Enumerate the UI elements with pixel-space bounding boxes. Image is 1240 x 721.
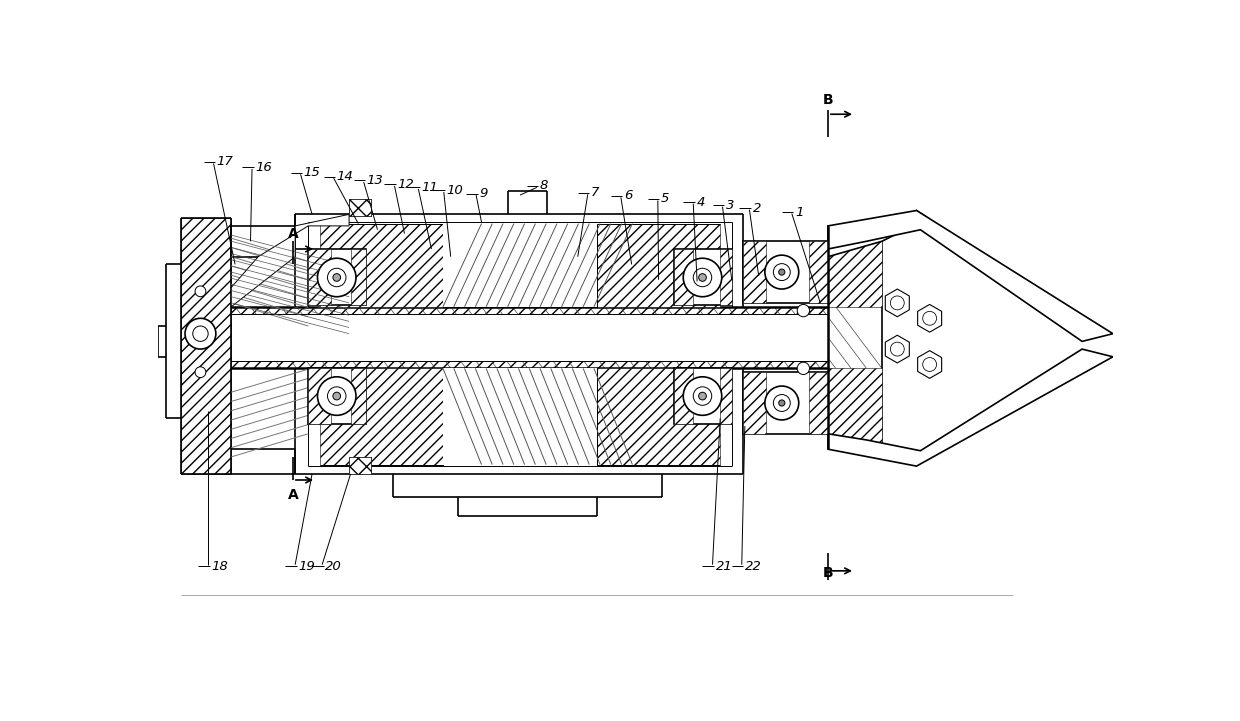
Circle shape: [779, 400, 785, 406]
Text: 3: 3: [725, 198, 734, 211]
Bar: [808, 242, 828, 303]
Bar: [231, 306, 828, 368]
Circle shape: [797, 304, 810, 317]
Bar: [828, 226, 882, 306]
Bar: [828, 368, 882, 449]
Bar: [743, 372, 828, 434]
Circle shape: [698, 274, 707, 281]
Circle shape: [332, 274, 341, 281]
Text: 19: 19: [299, 559, 315, 572]
Circle shape: [195, 367, 206, 378]
Bar: [350, 199, 371, 216]
Polygon shape: [918, 350, 941, 379]
Bar: [351, 368, 366, 424]
Bar: [596, 224, 720, 306]
Circle shape: [698, 392, 707, 400]
Circle shape: [693, 387, 712, 405]
Polygon shape: [885, 335, 909, 363]
Text: 12: 12: [398, 178, 414, 191]
Bar: [309, 368, 366, 424]
Bar: [720, 368, 732, 424]
Circle shape: [779, 269, 785, 275]
Text: 15: 15: [304, 167, 320, 180]
Circle shape: [683, 258, 722, 297]
Polygon shape: [231, 214, 350, 306]
Text: 17: 17: [217, 156, 233, 169]
Circle shape: [890, 296, 904, 310]
Bar: [743, 372, 766, 434]
Circle shape: [923, 311, 936, 325]
Circle shape: [774, 264, 790, 280]
Circle shape: [693, 268, 712, 287]
Bar: [350, 457, 371, 474]
Bar: [320, 224, 443, 306]
Bar: [443, 368, 596, 464]
Circle shape: [765, 255, 799, 289]
Bar: [351, 249, 366, 305]
Bar: [720, 249, 732, 305]
Text: 21: 21: [715, 559, 733, 572]
Text: A: A: [288, 487, 299, 502]
Text: 11: 11: [422, 181, 438, 194]
Bar: [675, 249, 732, 305]
Circle shape: [890, 342, 904, 356]
Text: 8: 8: [541, 180, 548, 193]
Bar: [675, 249, 693, 305]
Text: B: B: [822, 92, 833, 107]
Bar: [231, 314, 828, 360]
Bar: [743, 242, 766, 303]
Bar: [743, 242, 828, 303]
Polygon shape: [828, 211, 1112, 341]
Bar: [675, 368, 732, 424]
Circle shape: [797, 362, 810, 374]
Bar: [808, 372, 828, 434]
Text: 18: 18: [211, 559, 228, 572]
Text: 9: 9: [479, 187, 487, 200]
Circle shape: [185, 318, 216, 349]
Text: 14: 14: [337, 170, 353, 183]
Circle shape: [327, 387, 346, 405]
Bar: [596, 368, 720, 464]
Polygon shape: [918, 304, 941, 332]
Circle shape: [327, 268, 346, 287]
Circle shape: [317, 377, 356, 415]
Circle shape: [765, 386, 799, 420]
Text: 13: 13: [367, 174, 383, 187]
Bar: [181, 218, 231, 474]
Bar: [675, 368, 693, 424]
Circle shape: [192, 326, 208, 341]
Bar: [350, 457, 371, 474]
Text: 16: 16: [255, 161, 272, 174]
Text: 7: 7: [590, 186, 599, 199]
Bar: [309, 368, 331, 424]
Polygon shape: [885, 289, 909, 317]
Text: A: A: [288, 227, 299, 242]
Text: 1: 1: [795, 205, 804, 218]
Text: 10: 10: [446, 184, 464, 197]
Polygon shape: [828, 211, 928, 257]
Polygon shape: [828, 349, 1112, 466]
Text: 20: 20: [325, 559, 342, 572]
Circle shape: [923, 358, 936, 371]
Bar: [443, 224, 596, 306]
Circle shape: [332, 392, 341, 400]
Text: B: B: [822, 566, 833, 580]
Circle shape: [683, 377, 722, 415]
Bar: [309, 249, 366, 305]
Text: 5: 5: [661, 193, 670, 205]
Circle shape: [317, 258, 356, 297]
Text: 4: 4: [697, 195, 704, 208]
Bar: [350, 199, 371, 216]
Text: 2: 2: [753, 202, 761, 215]
Bar: [320, 368, 443, 464]
Circle shape: [774, 394, 790, 412]
Bar: [309, 249, 331, 305]
Text: 6: 6: [624, 190, 632, 203]
Circle shape: [195, 286, 206, 297]
Text: 22: 22: [745, 559, 761, 572]
